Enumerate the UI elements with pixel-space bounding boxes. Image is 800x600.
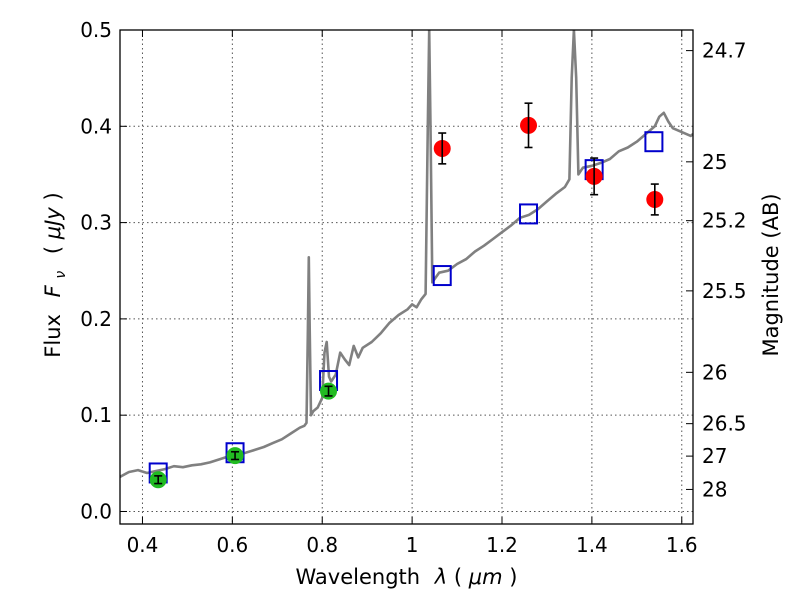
- y-axis-label-symbol: F: [41, 284, 65, 297]
- marker-layer: [148, 102, 664, 489]
- tick-layer: 0.4 0.6 0.8 1 1.2 1.4 1.6 0.0 0.1 0.2 0.3 0.4 0.5 24.…: [80, 18, 746, 557]
- spectrum-line: [120, 30, 693, 478]
- x-tick-label: 1: [406, 533, 419, 557]
- right-axis-label: Magnitude (AB): [759, 193, 783, 356]
- x-tick-label: 0.6: [216, 533, 248, 557]
- x-tick-label: 1.6: [666, 533, 698, 557]
- right-tick-label: 26.5: [702, 412, 747, 436]
- plot-frame: [119, 29, 694, 525]
- right-tick-label: 25.2: [702, 209, 747, 233]
- model-square: [519, 203, 539, 225]
- right-tick-label: 25.5: [702, 279, 747, 303]
- right-tick-label: 27: [702, 444, 727, 468]
- grid-lines: [120, 29, 693, 524]
- right-tick-label: 26: [702, 360, 727, 384]
- y-tick-label: 0.1: [80, 403, 112, 427]
- x-axis-label-main: Wavelength: [296, 565, 421, 589]
- spectrum-layer: [120, 30, 693, 478]
- x-axis-label-symbol: λ: [434, 565, 447, 589]
- y-axis-label-unit: μJy: [41, 207, 65, 241]
- x-tick-label: 1.4: [576, 533, 608, 557]
- model-square: [432, 265, 452, 287]
- y-axis-label-unit-open: (: [41, 239, 65, 254]
- x-tick-label: 1.2: [486, 533, 518, 557]
- x-axis-label-unit-close: ): [509, 565, 517, 589]
- y-axis-label: Flux F ν ( μJy ): [41, 192, 70, 357]
- x-axis-label-unit-open: (: [454, 565, 462, 589]
- y-axis-label-main: Flux: [41, 314, 65, 358]
- y-tick-label: 0.2: [80, 307, 112, 331]
- y-tick-label: 0.5: [80, 18, 112, 42]
- y-tick-label: 0.3: [80, 211, 112, 235]
- x-axis-label-unit: μm: [468, 565, 503, 589]
- y-axis-label-subscript: ν: [53, 271, 69, 279]
- model-square: [644, 131, 664, 153]
- y-tick-label: 0.0: [80, 499, 112, 523]
- y-tick-label: 0.4: [80, 114, 112, 138]
- x-tick-label: 0.8: [306, 533, 338, 557]
- right-tick-label: 25: [702, 150, 727, 174]
- right-tick-label: 24.7: [702, 39, 747, 63]
- right-tick-label: 28: [702, 477, 727, 501]
- x-axis-label: Wavelength λ ( μm ): [296, 565, 518, 589]
- y-axis-label-unit-close: ): [41, 192, 65, 200]
- x-tick-label: 0.4: [127, 533, 159, 557]
